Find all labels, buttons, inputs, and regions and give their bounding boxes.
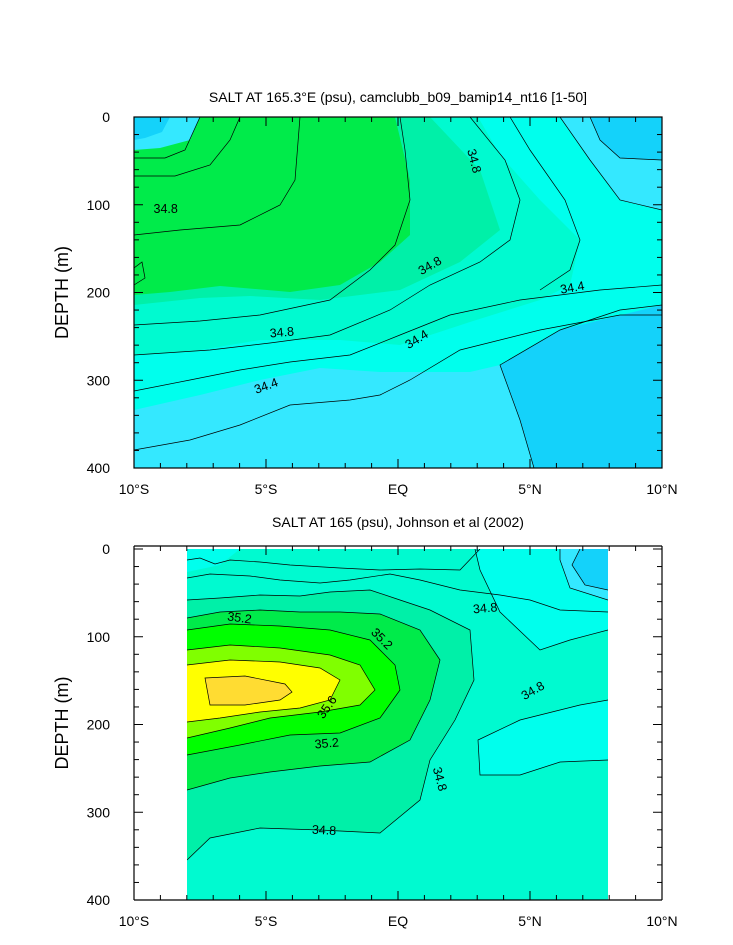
bot-contour-11 (559, 549, 608, 601)
contour-label: 34.8 (312, 823, 337, 838)
x-tick-label: 10°N (646, 481, 677, 497)
contour-label-text: 34.8 (312, 823, 337, 838)
bot-contour-5 (187, 623, 401, 756)
contour-label: 35.2 (227, 609, 253, 626)
bottom-panel: 35.235.235.635.234.834.834.834.8 10°S 5°S… (52, 514, 678, 929)
top-contour-11 (589, 117, 662, 161)
bot-contour-10 (477, 699, 608, 776)
x-tick-label: 5°N (518, 913, 542, 929)
bottom-title: SALT AT 165 (psu), Johnson et al (2002) (272, 514, 524, 530)
x-tick-label: 10°S (119, 481, 150, 497)
contour-label-text: 35.2 (314, 735, 340, 751)
x-tick-label: 10°N (646, 913, 677, 929)
top-contour-7 (134, 314, 662, 451)
x-tick-label: 5°N (518, 481, 542, 497)
bot-contour-3 (187, 589, 475, 861)
top-ylabel: DEPTH (m) (52, 246, 72, 339)
y-tick-label: 0 (102, 109, 110, 125)
contour-label-text: 34.8 (472, 600, 498, 616)
contour-label: 34.8 (472, 600, 498, 616)
bot-contour-9 (474, 549, 608, 651)
top-contour-5 (134, 117, 521, 356)
top-contour-2 (134, 117, 241, 177)
y-tick-label: 400 (87, 460, 111, 476)
top-contour-6 (134, 284, 662, 392)
bottom-ticks: 10°S 5°S EQ 5°N 10°N 0 100 200 300 400 (87, 541, 678, 929)
bot-fill-36.0 (205, 676, 292, 705)
top-fill-35.2 (134, 117, 410, 295)
top-fill-34.0-east (500, 305, 662, 468)
bot-fill-34.4 (475, 549, 608, 775)
top-ticks: 10°S 5°S EQ 5°N 10°N 0 100 200 300 400 (87, 109, 678, 497)
contour-label-text: 34.4 (559, 279, 585, 297)
y-tick-label: 100 (87, 629, 111, 645)
x-tick-label: 5°S (255, 481, 278, 497)
bot-contour-4 (187, 609, 441, 791)
bot-contour-1 (187, 549, 481, 571)
contour-label-text: 34.8 (430, 765, 450, 792)
x-tick-label: EQ (388, 481, 408, 497)
bot-contour-7 (187, 659, 341, 723)
contour-label: 34.8 (464, 147, 484, 174)
y-tick-label: 400 (87, 892, 111, 908)
bottom-ylabel: DEPTH (m) (52, 677, 72, 770)
top-contour-10 (559, 117, 662, 211)
x-tick-label: 5°S (255, 913, 278, 929)
top-contour-8 (499, 304, 662, 468)
top-title: SALT AT 165.3°E (psu), camclubb_b09_bami… (209, 89, 587, 105)
x-tick-label: EQ (388, 913, 408, 929)
top-fill-34.2-nw (134, 117, 170, 140)
contour-label: 35.2 (314, 735, 340, 751)
bottom-plot-area (187, 549, 608, 900)
top-contour-4 (134, 117, 411, 326)
y-tick-label: 100 (87, 197, 111, 213)
y-tick-label: 200 (87, 717, 111, 733)
top-contour-12 (134, 261, 146, 286)
bot-contour-2 (187, 573, 608, 613)
top-panel: 34.834.834.834.8 34.434.434.4 10°S 5°S EQ 5°… (52, 89, 678, 497)
contour-label: 34.4 (559, 279, 585, 297)
y-tick-label: 200 (87, 285, 111, 301)
contour-label: 34.8 (154, 202, 178, 216)
top-fill-34.2-ne (590, 117, 662, 160)
contour-label-text: 35.2 (227, 609, 253, 626)
bot-fill-34.4-nw (187, 549, 240, 572)
contour-label-text: 34.8 (269, 324, 295, 340)
x-tick-label: 10°S (119, 913, 150, 929)
bot-fill-34.0 (572, 549, 608, 590)
bot-contour-8 (204, 675, 293, 706)
bot-contour-6 (187, 644, 376, 739)
top-contour-3 (134, 117, 301, 236)
top-contour-9 (509, 117, 581, 291)
top-contour-1 (134, 117, 201, 159)
y-tick-label: 300 (87, 372, 111, 388)
contour-label-text: 34.8 (464, 147, 484, 174)
contour-label-text: 34.8 (154, 202, 178, 216)
contour-label: 34.8 (430, 765, 450, 792)
y-tick-label: 300 (87, 804, 111, 820)
contour-label: 34.8 (269, 324, 295, 340)
bot-contour-12 (571, 549, 608, 591)
top-plot-area (134, 117, 662, 468)
y-tick-label: 0 (102, 541, 110, 557)
